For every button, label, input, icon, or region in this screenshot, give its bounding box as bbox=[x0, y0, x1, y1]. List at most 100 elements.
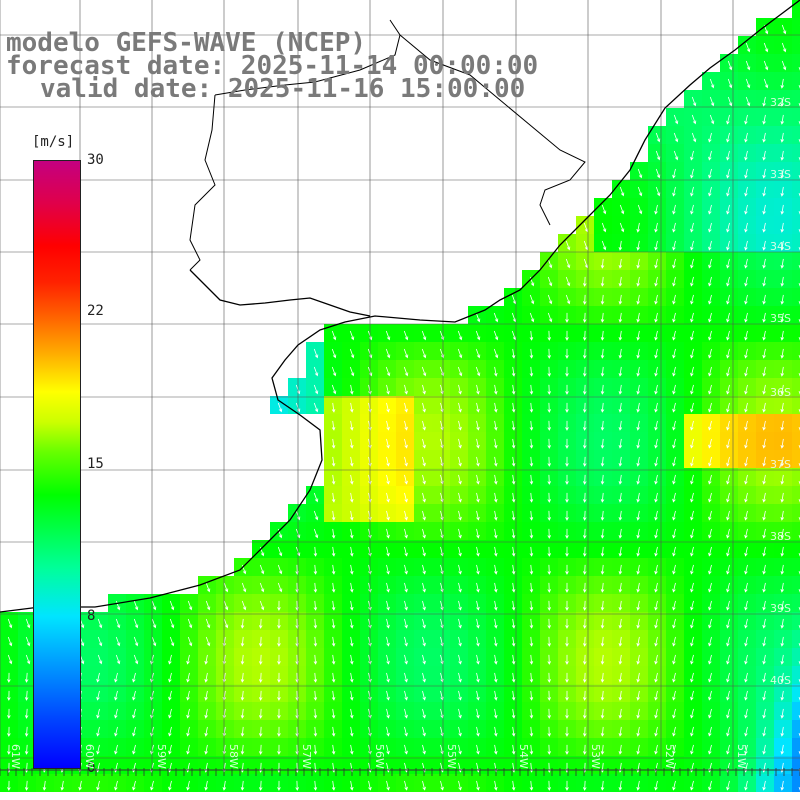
wind-arrow bbox=[331, 780, 336, 791]
wind-arrow bbox=[744, 564, 748, 575]
wind-arrow bbox=[690, 222, 694, 233]
wind-arrow bbox=[529, 708, 534, 719]
wind-arrow bbox=[511, 420, 516, 431]
wind-arrow bbox=[331, 564, 336, 575]
wind-arrow bbox=[476, 582, 480, 593]
wind-arrow bbox=[619, 204, 625, 215]
wind-arrow bbox=[636, 366, 640, 377]
wind-arrow bbox=[350, 564, 354, 575]
wind-arrow bbox=[240, 744, 245, 755]
wind-arrow bbox=[708, 168, 712, 179]
wind-arrow bbox=[565, 420, 569, 431]
wind-arrow bbox=[511, 294, 517, 305]
wind-arrow bbox=[726, 168, 730, 179]
wind-arrow bbox=[204, 690, 208, 701]
wind-arrow bbox=[331, 582, 336, 593]
wind-arrow bbox=[422, 546, 426, 557]
wind-arrow bbox=[24, 708, 29, 719]
wind-arrow bbox=[798, 139, 800, 143]
wind-arrow bbox=[349, 330, 355, 341]
wind-arrow bbox=[708, 618, 712, 629]
wind-arrow bbox=[476, 510, 480, 521]
wind-arrow bbox=[780, 384, 785, 395]
wind-arrow bbox=[690, 672, 694, 683]
wind-arrow bbox=[350, 456, 354, 467]
wind-arrow bbox=[476, 708, 480, 719]
wind-arrow bbox=[762, 474, 766, 485]
wind-cell bbox=[792, 756, 800, 774]
wind-arrow bbox=[350, 402, 354, 413]
wind-arrow bbox=[547, 708, 551, 719]
colorbar bbox=[33, 160, 81, 769]
wind-arrow bbox=[744, 456, 748, 467]
wind-arrow bbox=[619, 186, 625, 197]
wind-arrow bbox=[744, 726, 748, 737]
wind-arrow bbox=[582, 582, 587, 593]
wind-arrow bbox=[386, 708, 390, 719]
wind-arrow bbox=[132, 744, 136, 755]
wind-arrow bbox=[600, 420, 605, 431]
wind-arrow bbox=[386, 672, 390, 683]
wind-arrow bbox=[476, 438, 480, 449]
wind-arrow bbox=[744, 312, 748, 323]
wind-arrow bbox=[331, 690, 336, 701]
wind-arrow bbox=[565, 636, 569, 647]
wind-arrow bbox=[690, 564, 694, 575]
wind-arrow bbox=[726, 618, 730, 629]
wind-arrow bbox=[565, 294, 571, 305]
wind-arrow bbox=[494, 744, 498, 755]
wind-arrow bbox=[404, 582, 408, 593]
wind-arrow bbox=[654, 726, 658, 737]
wind-arrow bbox=[331, 348, 337, 359]
wind-arrow bbox=[458, 726, 462, 737]
wind-arrow bbox=[600, 690, 605, 701]
wind-arrow bbox=[547, 654, 551, 665]
wind-arrow bbox=[404, 780, 408, 791]
wind-arrow bbox=[780, 186, 785, 197]
wind-arrow bbox=[798, 607, 800, 611]
wind-arrow bbox=[115, 636, 121, 647]
wind-arrow bbox=[277, 780, 281, 791]
wind-arrow bbox=[240, 726, 245, 737]
title-forecast-date: forecast date: 2025-11-14 00:00:00 bbox=[6, 51, 539, 81]
wind-arrow bbox=[475, 348, 481, 359]
wind-arrow bbox=[636, 654, 640, 665]
wind-arrow bbox=[618, 510, 623, 521]
wind-arrow bbox=[726, 384, 730, 395]
wind-arrow bbox=[690, 582, 694, 593]
wind-arrow bbox=[97, 636, 103, 647]
wind-arrow bbox=[277, 582, 283, 593]
wind-arrow bbox=[762, 690, 766, 701]
wind-arrow bbox=[511, 708, 516, 719]
wind-arrow bbox=[762, 222, 766, 233]
wind-arrow bbox=[313, 600, 318, 611]
wind-arrow bbox=[727, 60, 733, 71]
wind-arrow bbox=[350, 654, 354, 665]
wind-arrow bbox=[654, 456, 658, 467]
wind-arrow bbox=[350, 780, 354, 791]
wind-arrow bbox=[277, 636, 281, 647]
wind-arrow bbox=[618, 330, 623, 341]
wind-arrow bbox=[672, 582, 676, 593]
wind-arrow bbox=[690, 168, 694, 179]
wind-arrow bbox=[726, 312, 730, 323]
wind-arrow bbox=[798, 427, 800, 431]
wind-cell bbox=[792, 288, 800, 306]
wind-arrow bbox=[780, 348, 785, 359]
wind-arrow bbox=[150, 726, 154, 737]
lat-label-39s: 39S bbox=[770, 602, 791, 615]
wind-arrow bbox=[204, 654, 208, 665]
wind-arrow bbox=[404, 564, 408, 575]
wind-arrow bbox=[204, 672, 208, 683]
wind-arrow bbox=[7, 690, 11, 701]
wind-arrow bbox=[600, 348, 605, 359]
colorbar-tick-15: 15 bbox=[87, 456, 104, 472]
wind-arrow bbox=[24, 726, 29, 737]
wind-arrow bbox=[331, 600, 336, 611]
wind-arrow bbox=[672, 528, 676, 539]
wind-cell bbox=[792, 270, 800, 288]
wind-arrow bbox=[258, 672, 263, 683]
wind-arrow bbox=[780, 528, 785, 539]
wind-arrow bbox=[798, 283, 800, 287]
